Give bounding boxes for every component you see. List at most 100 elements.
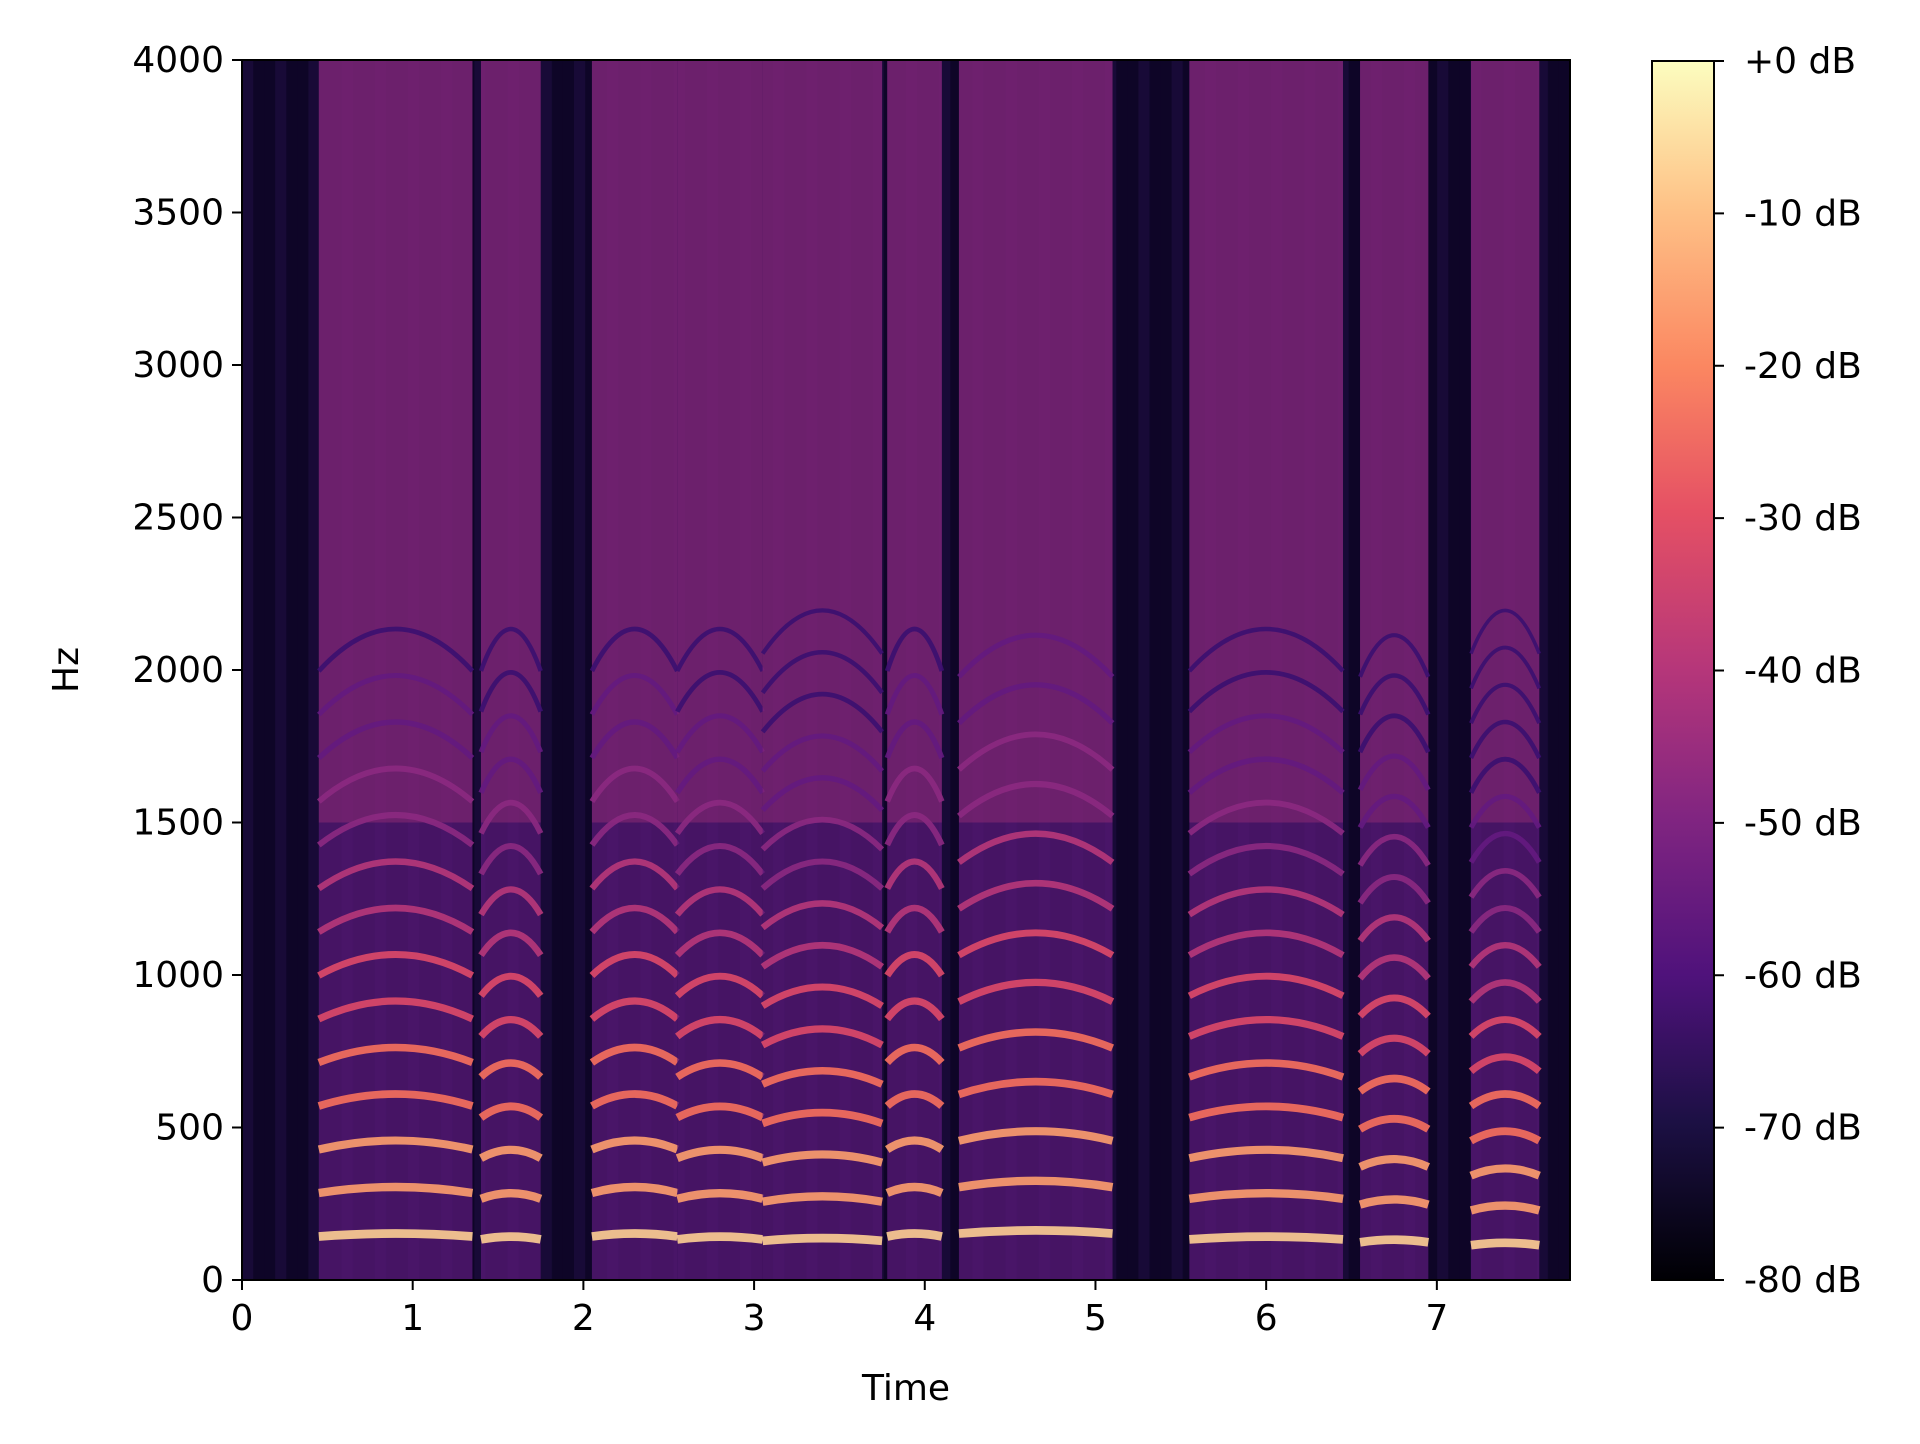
harmonic-line (957, 978, 1115, 1005)
harmonic-line (590, 1090, 680, 1110)
harmonic-line (957, 1127, 1114, 1145)
segment-formant (318, 60, 473, 823)
harmonic-line (884, 1136, 945, 1153)
harmonic-line (1357, 793, 1431, 829)
harmonic-line (884, 858, 945, 890)
harmonic-line (760, 983, 884, 1009)
y-axis: 0 500 1000 1500 2000 2500 3000 3500 4000 (132, 40, 242, 1301)
harmonic-line (478, 972, 544, 998)
colorbar-tick-label: -10 dB (1744, 193, 1862, 234)
harmonic-line (1187, 799, 1345, 836)
harmonic-line (1357, 713, 1431, 754)
harmonic-line (478, 1102, 544, 1121)
y-tick-label: 0 (201, 1260, 224, 1301)
harmonic-line (956, 731, 1115, 772)
harmonic-line (674, 972, 765, 999)
segment-band (958, 60, 1113, 1280)
harmonic-line (1468, 794, 1542, 829)
segment-band (318, 60, 473, 1280)
harmonic-line (760, 816, 885, 852)
colorbar-tick-label: -30 dB (1744, 498, 1862, 539)
harmonic-line (1357, 673, 1431, 716)
voiced-segment (589, 60, 680, 1280)
segment-band (887, 60, 942, 1280)
harmonic-line (1469, 1164, 1541, 1180)
x-tick-label: 5 (1084, 1298, 1107, 1339)
harmonic-line (1468, 1090, 1542, 1110)
noise-column (242, 60, 255, 1280)
noise-column (286, 60, 299, 1280)
harmonic-line (674, 929, 766, 958)
harmonic-line (676, 1189, 764, 1203)
colorbar-ticks: -80 dB -70 dB -60 dB -50 dB -40 dB -30 dB -20 … (1714, 41, 1862, 1301)
harmonic-line (761, 1067, 884, 1088)
harmonic-line (317, 626, 475, 673)
x-axis-label: Time (861, 1368, 950, 1409)
harmonic-line (1469, 1201, 1541, 1215)
harmonic-line (760, 650, 884, 695)
noise-column (551, 60, 564, 1280)
harmonic-line (479, 1189, 543, 1203)
harmonic-line (589, 673, 680, 716)
noise-column (574, 60, 587, 1280)
noise-column (1149, 60, 1162, 1280)
harmonic-line (589, 951, 680, 978)
noise-column (1448, 60, 1461, 1280)
harmonic-line (478, 713, 544, 754)
noise-column (1171, 60, 1184, 1280)
harmonic-line (589, 1043, 680, 1066)
noise-column (1127, 60, 1140, 1280)
harmonic-line (1357, 1074, 1431, 1095)
harmonic-line (1357, 874, 1431, 905)
harmonic-line (478, 756, 544, 794)
noise-column (540, 60, 553, 1280)
y-tick-label: 1500 (132, 803, 224, 844)
harmonic-line (478, 670, 543, 713)
colorbar-tick-label: -70 dB (1744, 1108, 1862, 1149)
segment-formant (1189, 60, 1343, 823)
harmonic-line (1359, 1235, 1429, 1247)
harmonic-line (317, 1136, 474, 1154)
harmonic-line (1187, 756, 1345, 795)
harmonic-line (760, 1025, 884, 1049)
harmonic-line (1468, 831, 1542, 864)
harmonic-line (1188, 1189, 1344, 1203)
noise-column (562, 60, 575, 1280)
harmonic-line (674, 799, 765, 836)
segment-formant (1360, 60, 1429, 823)
harmonic-line (675, 1145, 765, 1162)
harmonic-line (316, 719, 475, 760)
harmonic-line (1187, 670, 1345, 714)
harmonic-line (760, 941, 885, 970)
noise-column (1138, 60, 1151, 1280)
harmonic-line (1358, 1115, 1431, 1133)
harmonic-line (958, 1176, 1114, 1192)
harmonic-line (1187, 1016, 1345, 1040)
segment-formant (762, 60, 883, 823)
harmonic-line (761, 1108, 884, 1128)
harmonic-line (760, 733, 885, 773)
noise-column (1558, 60, 1570, 1280)
harmonic-line (316, 673, 475, 717)
harmonic-line (1188, 1145, 1344, 1163)
harmonic-line (884, 904, 945, 934)
harmonic-line (1468, 942, 1542, 969)
harmonic-line (957, 1077, 1114, 1099)
harmonic-line (478, 1016, 544, 1039)
x-tick-label: 1 (401, 1298, 424, 1339)
harmonic-line (1468, 719, 1542, 759)
y-tick-label: 3500 (132, 193, 224, 234)
harmonic-line (884, 997, 945, 1022)
colorbar-tick-label: -20 dB (1744, 346, 1862, 387)
noise-column (308, 60, 321, 1280)
noise-column (1459, 60, 1472, 1280)
x-tick-label: 7 (1425, 1298, 1448, 1339)
segment-formant (480, 60, 541, 823)
voiced-segment (1357, 60, 1431, 1280)
segment-band (1470, 60, 1540, 1280)
voiced-segment (956, 60, 1115, 1280)
harmonic-line (1468, 1016, 1542, 1039)
harmonic-line (590, 1182, 679, 1198)
voiced-segment (674, 60, 766, 1280)
noise-column (1348, 60, 1361, 1280)
